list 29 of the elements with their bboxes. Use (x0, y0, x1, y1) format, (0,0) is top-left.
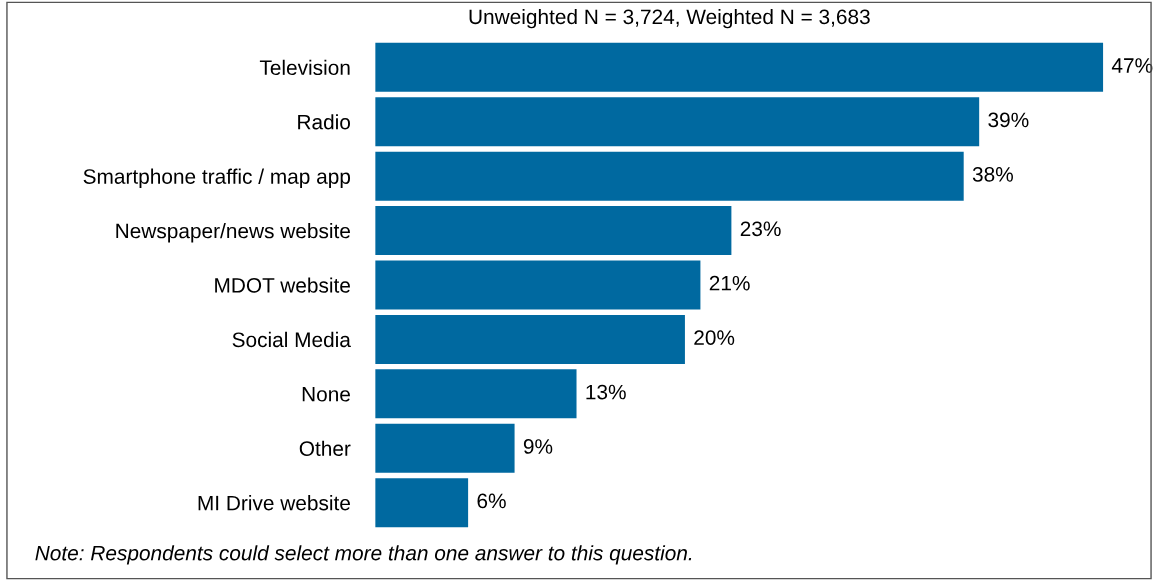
bar (375, 42, 1104, 92)
data-label: 23% (740, 221, 781, 237)
data-label: 47% (1111, 58, 1153, 73)
data-label: 38% (972, 166, 1013, 182)
data-label: 9% (523, 439, 553, 454)
y-tick-label: MI Drive website (198, 495, 350, 511)
chart-title: Unweighted N = 3,724, Weighted N = 3,683 (469, 8, 870, 29)
y-tick-label: Other (299, 440, 351, 456)
bar (375, 97, 980, 147)
y-tick-label: Newspaper/news website (116, 223, 350, 243)
bar (375, 369, 577, 419)
data-label: 39% (988, 112, 1029, 128)
y-tick-label: Radio (298, 114, 351, 130)
y-tick-label: Television (259, 59, 350, 76)
bar (375, 206, 732, 256)
y-tick-label: Social Media (232, 331, 351, 348)
y-tick-label: Smartphone traffic / map app (83, 168, 351, 189)
y-tick-label: MDOT website (215, 277, 350, 293)
bar (375, 314, 685, 364)
text: Note: Respondents could select more than one answer to this question. (35, 545, 692, 565)
y-tick-label: None (302, 387, 350, 402)
bar (375, 423, 515, 473)
data-label: 13% (586, 384, 626, 400)
data-label: 20% (694, 330, 735, 345)
bar (375, 260, 701, 310)
bar (375, 151, 964, 201)
data-label: 21% (709, 275, 750, 291)
data-label: 6% (477, 493, 506, 509)
bar (375, 478, 469, 528)
